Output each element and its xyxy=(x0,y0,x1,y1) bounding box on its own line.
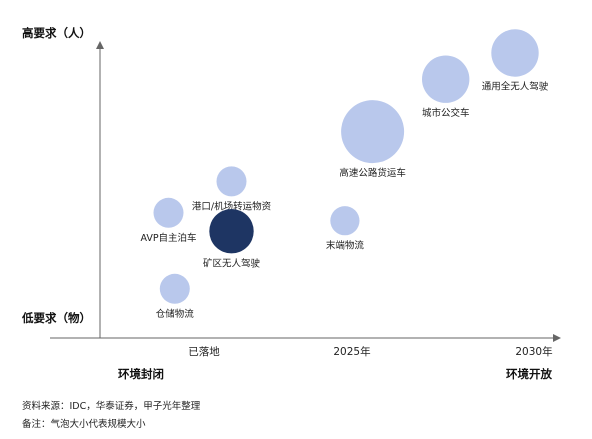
bubble-5 xyxy=(341,100,405,164)
bubble-1 xyxy=(153,197,184,228)
x-tick-label-0: 已落地 xyxy=(188,345,220,358)
bubble-4 xyxy=(330,206,360,236)
bubble-label-5: 高速公路货运车 xyxy=(339,167,406,179)
bubble-3 xyxy=(209,209,254,254)
remark-note: 备注：气泡大小代表规模大小 xyxy=(22,419,146,430)
bubble-label-6: 城市公交车 xyxy=(422,107,470,119)
bubble-label-2: 港口/机场转运物资 xyxy=(192,200,272,212)
bubble-7 xyxy=(491,29,539,77)
bubble-2 xyxy=(216,166,247,197)
x-tick-label-2: 2030年 xyxy=(515,345,552,358)
x-tick-label-1: 2025年 xyxy=(333,345,370,358)
bubble-label-1: AVP自主泊车 xyxy=(140,232,196,244)
x-axis-right-label: 环境开放 xyxy=(506,367,552,381)
bubble-label-7: 通用全无人驾驶 xyxy=(482,81,549,93)
bubble-6 xyxy=(422,55,470,103)
y-axis-bottom-label: 低要求（物） xyxy=(21,311,91,325)
bubble-0 xyxy=(159,273,190,304)
bubble-label-0: 仓储物流 xyxy=(156,308,195,320)
source-note: 资料来源：IDC，华泰证券，甲子光年整理 xyxy=(22,401,201,412)
y-axis-top-label: 高要求（人） xyxy=(22,26,91,40)
bubble-label-3: 矿区无人驾驶 xyxy=(203,257,261,269)
x-axis-left-label: 环境封闭 xyxy=(118,367,164,381)
bubble-label-4: 末端物流 xyxy=(326,239,365,251)
